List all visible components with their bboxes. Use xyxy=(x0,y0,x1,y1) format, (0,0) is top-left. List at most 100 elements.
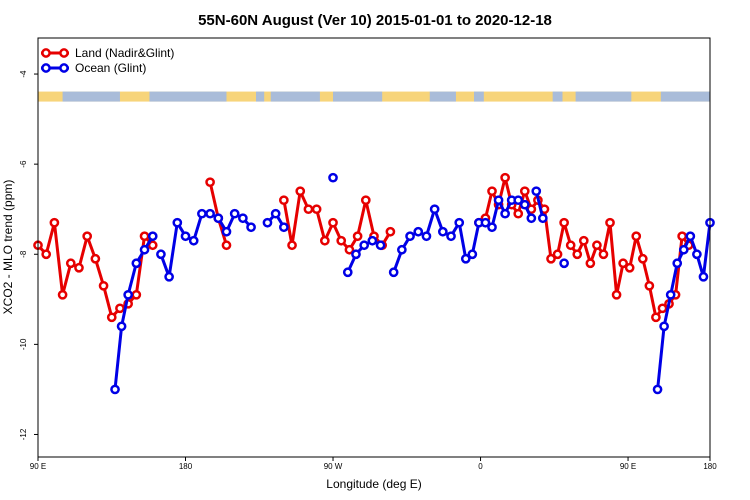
data-point xyxy=(98,280,109,291)
data-point xyxy=(487,186,497,197)
data-point xyxy=(572,249,583,260)
data-point xyxy=(500,208,510,219)
data-point xyxy=(367,235,378,246)
y-axis-label: XCO2 - MLO trend (ppm) xyxy=(1,180,15,315)
data-point xyxy=(221,226,232,237)
data-point xyxy=(164,271,174,282)
band-ocean xyxy=(552,91,563,102)
legend-swatch-marker xyxy=(59,48,69,58)
data-point xyxy=(618,258,628,269)
x-tick-label: 90 E xyxy=(30,462,46,471)
data-point xyxy=(698,271,709,282)
data-point xyxy=(303,204,314,215)
data-point xyxy=(460,253,471,264)
band-ocean xyxy=(575,91,632,102)
band-ocean xyxy=(473,91,484,102)
y-axis: -4 -6 -8 -10 -12 xyxy=(19,70,38,440)
y-tick-label: -4 xyxy=(19,70,28,78)
x-tick-label: 180 xyxy=(179,462,193,471)
data-point xyxy=(295,186,306,197)
chart-title: 55N-60N August (Ver 10) 2015-01-01 to 20… xyxy=(198,12,552,29)
data-point xyxy=(352,231,363,242)
data-point xyxy=(437,226,448,237)
data-point xyxy=(287,240,297,251)
band-ocean xyxy=(62,91,120,102)
data-point xyxy=(115,303,125,314)
data-point xyxy=(480,217,491,228)
data-point xyxy=(631,231,642,242)
data-point xyxy=(65,258,76,269)
data-point xyxy=(147,240,158,251)
data-point xyxy=(519,186,530,197)
data-point xyxy=(238,213,248,224)
legend-swatch-marker xyxy=(59,63,69,73)
data-point xyxy=(123,289,133,300)
data-point xyxy=(110,384,120,395)
band-ocean xyxy=(660,91,710,102)
data-point xyxy=(147,231,158,242)
legend-swatch-marker xyxy=(41,63,51,73)
data-point xyxy=(328,172,338,183)
data-point xyxy=(180,231,191,242)
legend: Land (Nadir&Glint)Ocean (Glint) xyxy=(41,46,174,75)
data-point xyxy=(500,172,510,183)
data-point xyxy=(197,208,207,219)
x-axis-label: Longitude (deg E) xyxy=(326,477,421,491)
data-point xyxy=(526,213,537,224)
data-point xyxy=(397,244,407,255)
data-point xyxy=(375,240,386,251)
data-point xyxy=(665,289,676,300)
data-point xyxy=(359,240,370,251)
data-point xyxy=(41,249,52,260)
data-point xyxy=(493,195,504,206)
data-point xyxy=(213,213,224,224)
data-point xyxy=(605,217,615,228)
data-point xyxy=(454,217,465,228)
data-point xyxy=(559,217,569,228)
data-point xyxy=(598,249,609,260)
data-point xyxy=(692,249,702,260)
data-point xyxy=(336,235,347,246)
data-point xyxy=(611,289,622,300)
data-point xyxy=(531,186,542,197)
data-point xyxy=(446,231,456,242)
data-point xyxy=(131,258,142,269)
band-ocean xyxy=(255,91,265,102)
data-point xyxy=(513,208,524,219)
data-point xyxy=(328,217,338,228)
data-point xyxy=(311,204,322,215)
data-point xyxy=(131,289,142,300)
data-point xyxy=(279,222,289,233)
data-point xyxy=(585,258,596,269)
data-point xyxy=(421,231,432,242)
data-point xyxy=(205,208,215,219)
land-ocean-band xyxy=(38,91,710,102)
data-point xyxy=(351,249,361,260)
legend-label: Land (Nadir&Glint) xyxy=(75,46,174,60)
data-point xyxy=(429,204,440,215)
data-point xyxy=(565,240,576,251)
data-point xyxy=(546,253,556,264)
data-point xyxy=(342,267,353,278)
data-point xyxy=(552,249,563,260)
data-point xyxy=(659,321,669,332)
data-point xyxy=(279,195,289,206)
data-point xyxy=(578,235,589,246)
data-point xyxy=(90,253,101,264)
data-point xyxy=(513,195,524,206)
plot-frame xyxy=(37,37,711,458)
data-point xyxy=(344,244,355,255)
data-point xyxy=(106,312,117,323)
data-point xyxy=(637,253,648,264)
data-point xyxy=(672,258,683,269)
series-ocean xyxy=(110,172,715,395)
x-tick-label: 0 xyxy=(478,462,483,471)
x-axis: 90 E 180 90 W 0 90 E 180 xyxy=(30,457,717,471)
band-ocean xyxy=(270,91,320,102)
band-ocean xyxy=(149,91,227,102)
data-point xyxy=(246,222,256,233)
legend-label: Ocean (Glint) xyxy=(75,61,146,75)
data-point xyxy=(319,235,330,246)
data-point xyxy=(413,226,424,237)
data-point xyxy=(487,222,497,233)
